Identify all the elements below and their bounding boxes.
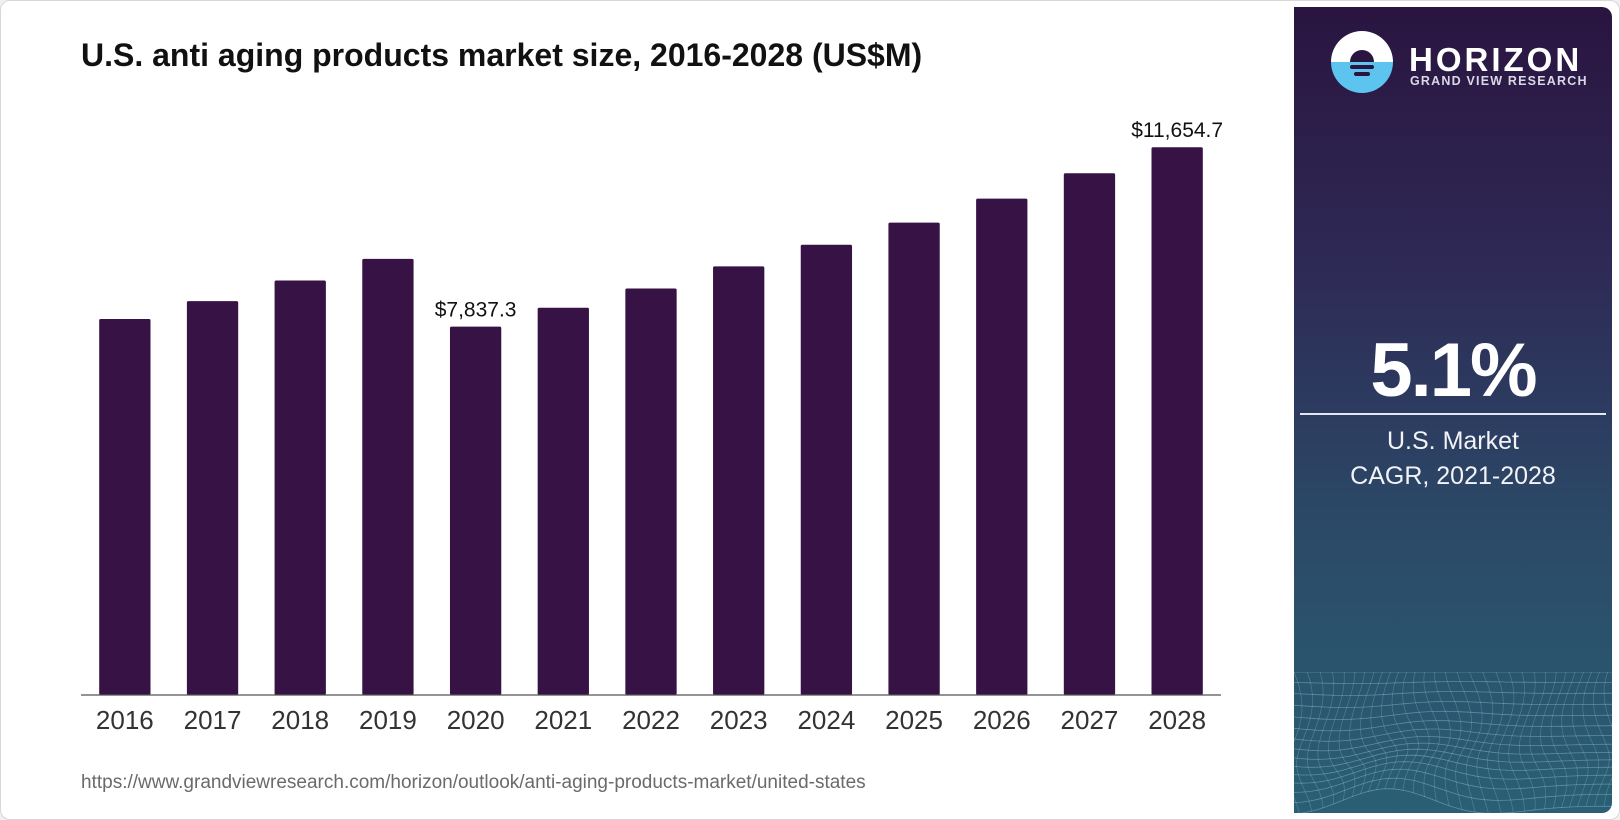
- wave-mesh-line: [1550, 672, 1568, 808]
- bar-2017: [186, 301, 239, 695]
- x-tick-label: 2020: [447, 705, 505, 735]
- wave-mesh-line: [1294, 691, 1612, 696]
- wave-mesh-line: [1518, 672, 1536, 811]
- wave-mesh-line: [1582, 672, 1600, 807]
- wave-mesh-line: [1294, 681, 1612, 685]
- wave-mesh-line: [1434, 672, 1451, 802]
- bar-chart: 2016 2017 2018 2019 2020 2021 2022 2023 2024 2025…: [81, 119, 1223, 735]
- side-panel: HORIZON GRAND VIEW RESEARCH 5.1% U.S. Ma…: [1294, 7, 1612, 813]
- cagr-label-period: CAGR, 2021-2028: [1350, 462, 1556, 490]
- wave-mesh-line: [1423, 672, 1441, 798]
- wave-mesh-line: [1508, 672, 1525, 812]
- data-label-2028: $11,654.7: [1131, 119, 1223, 142]
- wave-mesh-line: [1338, 672, 1356, 797]
- bar-2024: [800, 244, 853, 696]
- bar-2016: [99, 319, 151, 695]
- wave-mesh-line: [1317, 672, 1335, 805]
- cagr-divider: [1300, 413, 1606, 415]
- wave-mesh-line: [1402, 672, 1419, 791]
- x-tick-label: 2027: [1061, 705, 1119, 735]
- bar-2019: [362, 258, 414, 695]
- x-tick-label: 2018: [271, 705, 329, 735]
- wave-mesh-line: [1465, 672, 1483, 813]
- wave-mesh-line: [1299, 788, 1612, 813]
- x-tick-label: 2021: [534, 705, 592, 735]
- wave-mesh-line: [1487, 672, 1504, 813]
- wave-mesh-line: [1294, 720, 1612, 732]
- cagr-label-market: U.S. Market: [1387, 427, 1519, 455]
- bar-2025: [888, 222, 940, 695]
- x-tick-label: 2025: [885, 705, 943, 735]
- wave-mesh-line: [1359, 672, 1377, 792]
- cagr-value: 5.1%: [1370, 328, 1537, 413]
- sunset-circle-icon: [1331, 31, 1393, 93]
- bar-2027: [1063, 173, 1116, 696]
- bar-2021: [537, 307, 589, 695]
- wave-mesh-line: [1381, 672, 1398, 790]
- wave-mesh-line: [1294, 777, 1612, 803]
- wave-mesh-line: [1529, 672, 1547, 810]
- wave-mesh-line: [1294, 768, 1612, 793]
- chart-title: U.S. anti aging products market size, 20…: [81, 37, 923, 73]
- wave-mesh-line: [1412, 672, 1430, 794]
- source-url[interactable]: https://www.grandviewresearch.com/horizo…: [81, 772, 866, 793]
- wave-mesh-line: [1328, 672, 1345, 801]
- wave-mesh-line: [1294, 710, 1612, 720]
- data-label-2020: $7,837.3: [435, 299, 517, 322]
- wave-mesh-line: [1476, 672, 1494, 813]
- wave-mesh-line: [1593, 672, 1610, 807]
- brand-subtitle: GRAND VIEW RESEARCH: [1410, 74, 1588, 88]
- x-tick-label: 2026: [973, 705, 1031, 735]
- brand-name: HORIZON: [1409, 41, 1583, 78]
- wave-mesh-line: [1294, 728, 1612, 742]
- bar-2022: [625, 288, 677, 695]
- x-tick-label: 2022: [622, 705, 680, 735]
- wave-mesh-line: [1603, 672, 1612, 807]
- bar-2023: [713, 266, 765, 695]
- wave-mesh-line: [1540, 672, 1557, 809]
- wave-mesh-line: [1370, 672, 1388, 791]
- wave-mesh-line: [1497, 672, 1515, 813]
- wave-mesh-line: [1294, 736, 1612, 752]
- wave-mesh-line: [1294, 748, 1612, 768]
- x-tick-label: 2023: [710, 705, 768, 735]
- x-tick-label: 2028: [1148, 705, 1206, 735]
- bar-2028: [1151, 147, 1203, 695]
- x-tick-label: 2016: [96, 705, 154, 735]
- wave-mesh-line: [1294, 761, 1612, 784]
- wave-mesh-line: [1294, 742, 1612, 760]
- x-tick-label: 2024: [797, 705, 855, 735]
- wave-mesh-line: [1306, 672, 1324, 808]
- wave-mesh-decoration: [1294, 672, 1612, 813]
- wave-mesh-line: [1294, 672, 1303, 813]
- wave-mesh-line: [1294, 701, 1612, 708]
- wave-mesh-line: [1561, 672, 1578, 808]
- wave-mesh-line: [1444, 672, 1462, 807]
- bar-2020: [449, 326, 502, 695]
- wave-mesh-line: [1391, 672, 1409, 790]
- x-tick-label: 2019: [359, 705, 417, 735]
- wave-mesh-line: [1455, 672, 1472, 811]
- bar-2018: [274, 280, 326, 695]
- x-tick-label: 2017: [184, 705, 242, 735]
- bar-2026: [976, 198, 1028, 695]
- wave-mesh-line: [1349, 672, 1366, 794]
- wave-mesh-line: [1294, 754, 1612, 776]
- wave-mesh-line: [1571, 672, 1589, 808]
- wave-mesh-line: [1296, 672, 1313, 812]
